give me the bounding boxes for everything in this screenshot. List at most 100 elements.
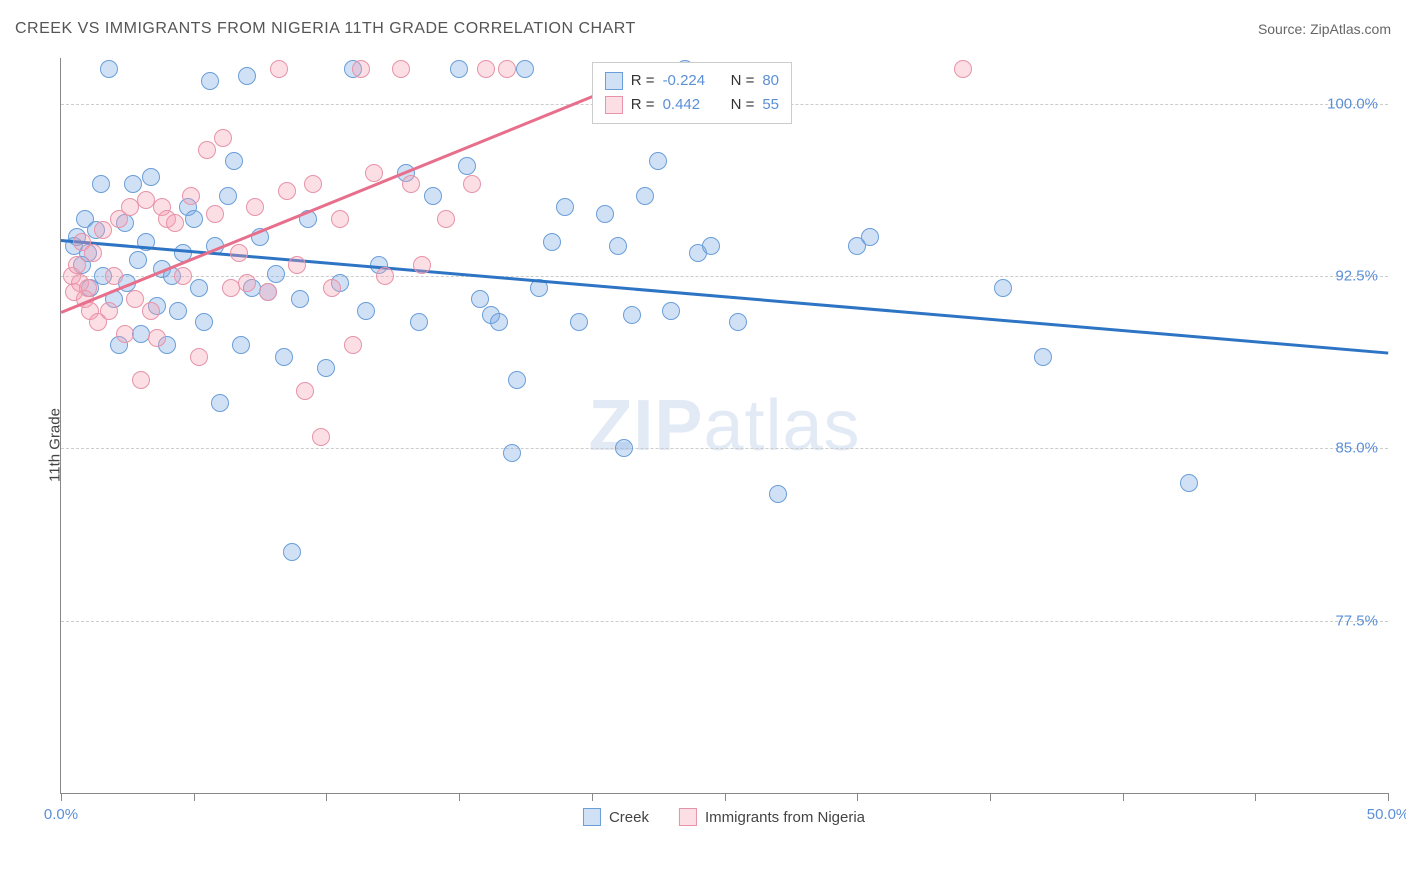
ytick-label: 100.0% bbox=[1327, 95, 1378, 112]
scatter-point bbox=[649, 152, 667, 170]
scatter-point bbox=[166, 214, 184, 232]
scatter-point bbox=[570, 313, 588, 331]
legend-bottom: Creek Immigrants from Nigeria bbox=[583, 808, 865, 826]
scatter-point bbox=[357, 302, 375, 320]
scatter-point bbox=[392, 60, 410, 78]
scatter-point bbox=[100, 60, 118, 78]
scatter-point bbox=[148, 329, 166, 347]
legend-swatch bbox=[605, 72, 623, 90]
scatter-point bbox=[437, 210, 455, 228]
scatter-point bbox=[503, 444, 521, 462]
scatter-point bbox=[365, 164, 383, 182]
r-value: -0.224 bbox=[663, 69, 723, 93]
scatter-point bbox=[278, 182, 296, 200]
xtick-label: 50.0% bbox=[1367, 806, 1406, 823]
scatter-point bbox=[288, 256, 306, 274]
scatter-point bbox=[238, 274, 256, 292]
scatter-point bbox=[729, 313, 747, 331]
scatter-point bbox=[376, 267, 394, 285]
scatter-point bbox=[769, 485, 787, 503]
scatter-point bbox=[954, 60, 972, 78]
scatter-point bbox=[270, 60, 288, 78]
scatter-point bbox=[609, 237, 627, 255]
scatter-point bbox=[142, 302, 160, 320]
n-label: N = bbox=[731, 93, 755, 117]
scatter-point bbox=[304, 175, 322, 193]
scatter-point bbox=[1034, 348, 1052, 366]
scatter-point bbox=[516, 60, 534, 78]
scatter-point bbox=[201, 72, 219, 90]
scatter-point bbox=[169, 302, 187, 320]
scatter-point bbox=[225, 152, 243, 170]
legend-label-nigeria: Immigrants from Nigeria bbox=[705, 809, 865, 826]
ytick-label: 92.5% bbox=[1335, 268, 1378, 285]
scatter-point bbox=[424, 187, 442, 205]
ytick-label: 77.5% bbox=[1335, 612, 1378, 629]
scatter-point bbox=[190, 348, 208, 366]
scatter-point bbox=[214, 129, 232, 147]
scatter-point bbox=[352, 60, 370, 78]
scatter-point bbox=[861, 228, 879, 246]
gridline bbox=[61, 276, 1388, 277]
scatter-point bbox=[232, 336, 250, 354]
ytick-label: 85.0% bbox=[1335, 440, 1378, 457]
chart-container: 11th Grade ZIPatlas 77.5%85.0%92.5%100.0… bbox=[60, 58, 1388, 832]
n-value: 55 bbox=[762, 93, 779, 117]
scatter-point bbox=[211, 394, 229, 412]
correlation-legend-row: R = 0.442 N = 55 bbox=[605, 93, 779, 117]
scatter-point bbox=[458, 157, 476, 175]
gridline bbox=[61, 621, 1388, 622]
swatch-creek bbox=[583, 808, 601, 826]
scatter-point bbox=[410, 313, 428, 331]
xtick bbox=[194, 793, 195, 801]
scatter-point bbox=[84, 244, 102, 262]
scatter-point bbox=[174, 267, 192, 285]
n-value: 80 bbox=[762, 69, 779, 93]
chart-title: CREEK VS IMMIGRANTS FROM NIGERIA 11TH GR… bbox=[15, 20, 636, 38]
scatter-point bbox=[623, 306, 641, 324]
scatter-point bbox=[344, 336, 362, 354]
r-label: R = bbox=[631, 93, 655, 117]
scatter-point bbox=[238, 67, 256, 85]
scatter-point bbox=[219, 187, 237, 205]
scatter-point bbox=[477, 60, 495, 78]
scatter-point bbox=[463, 175, 481, 193]
xtick bbox=[459, 793, 460, 801]
legend-item-nigeria: Immigrants from Nigeria bbox=[679, 808, 865, 826]
scatter-point bbox=[508, 371, 526, 389]
scatter-point bbox=[185, 210, 203, 228]
xtick bbox=[592, 793, 593, 801]
scatter-point bbox=[94, 221, 112, 239]
scatter-point bbox=[246, 198, 264, 216]
r-value: 0.442 bbox=[663, 93, 723, 117]
xtick bbox=[61, 793, 62, 801]
scatter-point bbox=[190, 279, 208, 297]
scatter-point bbox=[312, 428, 330, 446]
scatter-point bbox=[994, 279, 1012, 297]
r-label: R = bbox=[631, 69, 655, 93]
scatter-point bbox=[129, 251, 147, 269]
scatter-point bbox=[195, 313, 213, 331]
scatter-point bbox=[116, 325, 134, 343]
scatter-point bbox=[230, 244, 248, 262]
scatter-point bbox=[402, 175, 420, 193]
chart-source: Source: ZipAtlas.com bbox=[1258, 21, 1391, 37]
scatter-point bbox=[283, 543, 301, 561]
xtick bbox=[990, 793, 991, 801]
scatter-point bbox=[124, 175, 142, 193]
scatter-point bbox=[636, 187, 654, 205]
scatter-point bbox=[105, 267, 123, 285]
legend-item-creek: Creek bbox=[583, 808, 649, 826]
scatter-point bbox=[182, 187, 200, 205]
scatter-point bbox=[471, 290, 489, 308]
scatter-point bbox=[198, 141, 216, 159]
scatter-point bbox=[100, 302, 118, 320]
scatter-point bbox=[142, 168, 160, 186]
scatter-point bbox=[702, 237, 720, 255]
scatter-point bbox=[498, 60, 516, 78]
scatter-point bbox=[317, 359, 335, 377]
scatter-point bbox=[543, 233, 561, 251]
scatter-point bbox=[92, 175, 110, 193]
xtick bbox=[1255, 793, 1256, 801]
plot-area: ZIPatlas 77.5%85.0%92.5%100.0%0.0%50.0%R… bbox=[60, 58, 1388, 794]
